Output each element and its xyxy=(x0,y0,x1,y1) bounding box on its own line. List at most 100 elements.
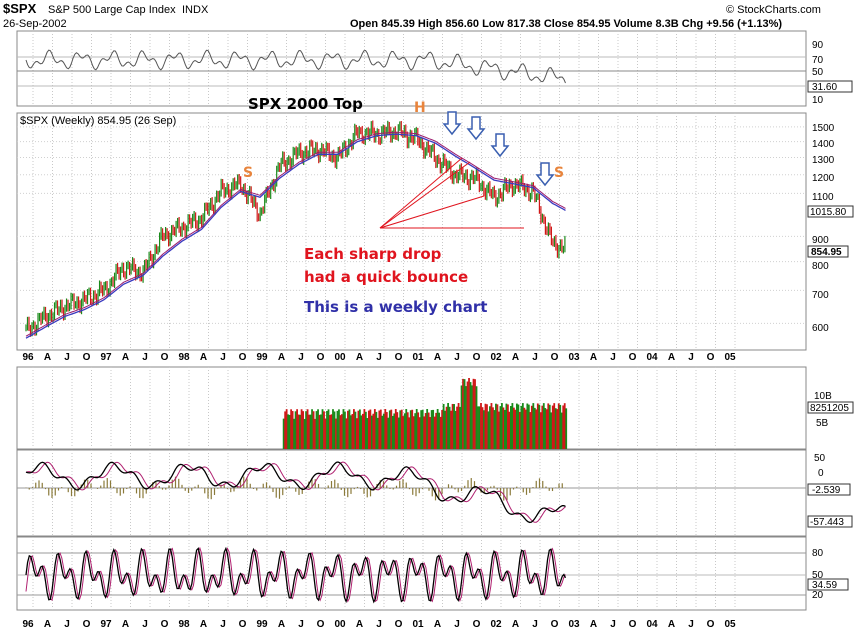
x-tick-label: 05 xyxy=(724,352,736,363)
x-tick-label: 01 xyxy=(412,619,424,630)
volume-bar xyxy=(501,403,503,449)
x-tick-label: O xyxy=(629,619,637,630)
x-tick-label: J xyxy=(298,352,304,363)
x-tick-label: O xyxy=(83,352,91,363)
price-tick: 700 xyxy=(812,290,829,301)
volume-bar xyxy=(314,418,316,449)
volume-bar xyxy=(523,407,526,449)
volume-bar xyxy=(361,413,364,449)
volume-bar xyxy=(496,404,499,449)
volume-bar xyxy=(563,403,566,449)
volume-bar xyxy=(532,403,535,449)
volume-bar xyxy=(551,405,554,449)
volume-bar xyxy=(507,404,509,449)
volume-bar xyxy=(388,410,391,449)
x-tick-label: A xyxy=(434,619,441,630)
x-tick-label: J xyxy=(142,352,148,363)
volume-bar xyxy=(445,406,448,449)
svg-text:-2.539: -2.539 xyxy=(812,485,841,496)
volume-bar xyxy=(327,409,330,449)
stoch-panel xyxy=(16,536,807,611)
volume-bar xyxy=(370,415,373,449)
volume-bar xyxy=(483,410,485,449)
volume-bar xyxy=(321,409,324,449)
volume-bar xyxy=(562,405,565,449)
volume-bar xyxy=(427,412,430,449)
volume-bar xyxy=(465,386,467,449)
x-tick-label: J xyxy=(376,619,382,630)
volume-bar xyxy=(357,410,360,449)
volume-bar xyxy=(335,418,337,449)
volume-bar xyxy=(420,410,423,449)
volume-bar xyxy=(426,409,429,449)
volume-bar xyxy=(478,406,481,449)
symbol: $SPX xyxy=(3,1,37,16)
stoch-tick: 80 xyxy=(812,548,824,559)
macd-hist-flag: -2.539 xyxy=(807,483,851,496)
volume-bar xyxy=(456,406,458,449)
volume-bar xyxy=(459,406,461,449)
x-tick-label: A xyxy=(278,352,285,363)
x-tick-label: A xyxy=(278,619,285,630)
volume-bar xyxy=(363,409,366,449)
volume-bar xyxy=(376,417,379,449)
volume-bar xyxy=(318,414,321,449)
volume-bar xyxy=(382,413,385,449)
x-tick-label: A xyxy=(512,352,519,363)
x-tick-label: 02 xyxy=(490,619,502,630)
x-tick-label: J xyxy=(142,619,148,630)
volume-bar xyxy=(509,406,512,449)
volume-bar xyxy=(393,413,396,449)
drop-note-line2: had a quick bounce xyxy=(304,268,468,286)
volume-bar xyxy=(320,414,322,449)
x-tick-label: A xyxy=(200,352,207,363)
volume-bar xyxy=(332,409,334,449)
volume-bar xyxy=(511,403,514,449)
volume-bar xyxy=(504,409,506,449)
volume-bar xyxy=(412,416,415,449)
volume-bar xyxy=(553,403,556,449)
volume-bar xyxy=(373,409,376,449)
volume-bar xyxy=(557,403,560,449)
x-tick-label: J xyxy=(688,619,694,630)
x-tick-label: O xyxy=(161,352,169,363)
price-tick: 1500 xyxy=(812,123,835,134)
volume-bar xyxy=(406,412,409,449)
volume-bar xyxy=(430,410,433,449)
price-series xyxy=(25,131,566,339)
volume-bar xyxy=(409,410,412,449)
volume-bar xyxy=(460,385,463,449)
x-tick-label: O xyxy=(395,352,403,363)
volume-bar xyxy=(356,418,358,449)
volume-bar xyxy=(405,409,408,449)
x-tick-label: 05 xyxy=(724,619,736,630)
volume-bar xyxy=(342,409,345,449)
volume-bar xyxy=(330,414,333,449)
volume-bar xyxy=(499,406,502,449)
volume-bar xyxy=(399,410,402,449)
brand-logo: © StockCharts.com xyxy=(726,4,821,16)
rsi-tick: 50 xyxy=(812,67,824,78)
x-tick-label: 97 xyxy=(100,619,112,630)
x-tick-label: J xyxy=(532,619,538,630)
x-tick-label: O xyxy=(239,352,247,363)
x-tick-label: O xyxy=(707,352,715,363)
volume-bar xyxy=(305,411,307,449)
quote-line: Open 845.39 High 856.60 Low 817.38 Close… xyxy=(350,18,782,30)
volume-bar xyxy=(548,404,551,449)
svg-text:1015.80: 1015.80 xyxy=(810,207,847,218)
volume-bar xyxy=(439,416,442,449)
volume-bar xyxy=(524,409,527,449)
volume-bar xyxy=(341,414,343,449)
volume-bar xyxy=(527,404,530,449)
volume-bar xyxy=(436,409,439,449)
x-tick-label: 97 xyxy=(100,352,112,363)
volume-bar xyxy=(520,405,523,449)
volume-bar xyxy=(411,409,414,449)
volume-bar xyxy=(391,415,394,449)
x-tick-label: J xyxy=(220,619,226,630)
volume-bar xyxy=(291,411,294,449)
volume-bar xyxy=(450,410,452,449)
volume-bar xyxy=(360,415,363,449)
